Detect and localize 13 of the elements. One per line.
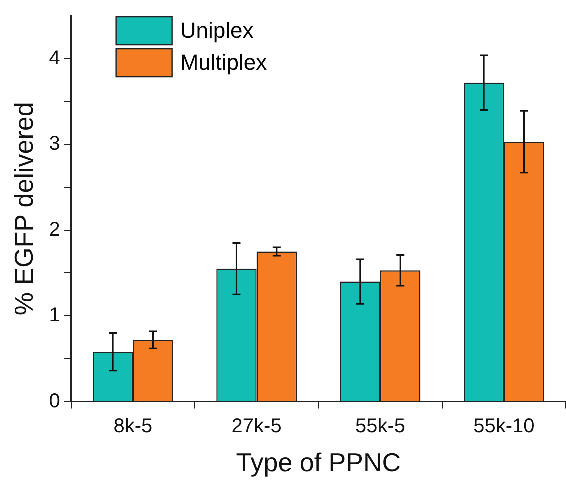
y-tick-label: 0 [49, 390, 60, 412]
x-axis-title: Type of PPNC [236, 448, 402, 478]
x-tick-label: 55k-10 [474, 415, 535, 438]
y-tick-label: 3 [49, 133, 60, 156]
y-tick-label: 2 [49, 218, 60, 241]
y-tick-label: 1 [49, 304, 60, 327]
x-tick-label: 55k-5 [355, 415, 406, 438]
x-tick-label: 27k-5 [232, 415, 282, 438]
legend-label: Multiplex [180, 50, 268, 76]
y-axis-title: % EGFP delivered [8, 102, 39, 316]
y-tick-label: 4 [49, 47, 60, 70]
legend-label: Uniplex [180, 18, 254, 44]
x-tick-label: 8k-5 [114, 415, 153, 438]
